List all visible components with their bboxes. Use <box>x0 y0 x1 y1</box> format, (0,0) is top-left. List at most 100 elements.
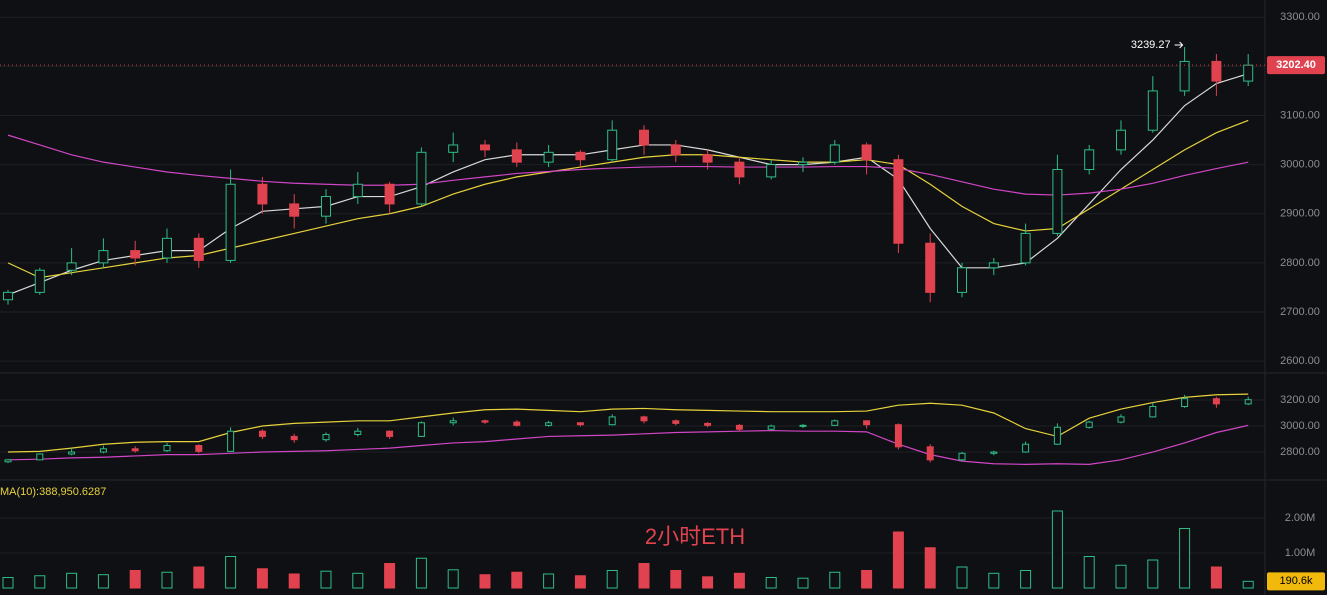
y-tick-label: 2800.00 <box>1280 257 1320 269</box>
volume-bar <box>256 568 268 589</box>
candle-body <box>702 154 713 163</box>
last-volume-box <box>1267 572 1325 591</box>
volume-bar <box>733 572 745 589</box>
volume-bar <box>797 577 809 589</box>
candle-body <box>767 425 775 430</box>
y-tick-label: 3000.00 <box>1280 159 1320 171</box>
candle-body <box>1116 129 1126 151</box>
volume-bar <box>829 571 841 589</box>
volume-bar <box>861 570 873 589</box>
volume-bar <box>543 573 555 589</box>
candle-body <box>258 430 266 437</box>
candle-body <box>1053 426 1061 445</box>
ma-line <box>7 393 1249 453</box>
candle-body <box>735 424 743 430</box>
volume-bar <box>892 531 904 589</box>
candle-body <box>162 237 172 259</box>
candle-body <box>829 144 840 163</box>
volume-bar <box>129 570 141 589</box>
volume-bar <box>1051 510 1063 589</box>
candle-body <box>704 422 712 426</box>
volume-bar <box>1210 566 1222 589</box>
y-tick-label: 2.00M <box>1285 512 1316 524</box>
high-arrow <box>1174 41 1184 49</box>
candle-body <box>130 250 141 259</box>
y-tick-label: 3200.00 <box>1280 394 1320 406</box>
candle-body <box>1149 405 1157 418</box>
candle-body <box>766 164 777 178</box>
candle-body <box>670 144 681 156</box>
candle-body <box>799 424 807 427</box>
candle-body <box>1117 416 1125 423</box>
candle-body <box>1020 232 1031 264</box>
candle-body <box>225 183 236 261</box>
candle-body <box>99 448 107 453</box>
y-tick-label: 3100.00 <box>1280 109 1320 121</box>
candle-body <box>958 452 966 461</box>
y-tick-label: 2600.00 <box>1280 355 1320 367</box>
ma-label: MA(10):388,950.6287 <box>0 486 106 498</box>
candle-body <box>4 459 12 463</box>
candle-body <box>290 435 298 441</box>
candle-body <box>195 445 203 452</box>
candle-body <box>352 183 363 198</box>
last-volume-label: 190.6k <box>1279 575 1313 587</box>
y-tick-label: 3000.00 <box>1280 420 1320 432</box>
candle-body <box>1084 149 1095 171</box>
candle-body <box>513 421 521 426</box>
candle-body <box>481 420 489 423</box>
volume-bar <box>924 547 936 589</box>
candle-body <box>863 420 871 426</box>
watermark-title: 2小时ETH <box>645 524 745 549</box>
volume-bar <box>34 575 46 589</box>
candle-body <box>607 129 618 161</box>
volume-bar <box>66 572 78 589</box>
candle-body <box>1181 398 1189 407</box>
candle-body <box>575 151 586 161</box>
candle-body <box>831 420 839 426</box>
volume-bar <box>384 563 396 589</box>
candle-body <box>384 183 395 205</box>
candle-body <box>163 445 171 452</box>
y-tick-label: 1.00M <box>1285 547 1316 559</box>
candle-body <box>1243 64 1254 82</box>
candle-body <box>1022 443 1030 453</box>
candle-body <box>3 291 13 301</box>
candle-body <box>639 129 649 146</box>
candle-body <box>545 422 553 426</box>
candle-body <box>36 453 44 461</box>
volume-bar <box>638 563 650 589</box>
candle-body <box>193 237 204 261</box>
candle-body <box>1211 60 1222 82</box>
candle-body <box>511 149 522 163</box>
candle-body <box>448 144 459 153</box>
ma-line <box>7 424 1249 465</box>
ma-line <box>7 119 1249 279</box>
volume-bar <box>2 577 14 589</box>
volume-bar <box>765 577 777 589</box>
candle-body <box>66 262 77 271</box>
last-price-label: 3202.40 <box>1276 59 1316 71</box>
ma-line <box>7 134 1249 196</box>
volume-bar <box>161 571 173 589</box>
y-tick-label: 2900.00 <box>1280 208 1320 220</box>
volume-bar <box>956 566 968 589</box>
candle-body <box>1052 169 1063 234</box>
candle-body <box>1212 398 1220 405</box>
candle-body <box>734 161 745 178</box>
candle-body <box>1147 90 1158 131</box>
volume-bar <box>670 570 682 589</box>
volume-bar <box>702 576 714 589</box>
candle-body <box>354 430 362 435</box>
candle-body <box>543 151 554 163</box>
candle-body <box>417 422 425 437</box>
volume-bar <box>988 572 1000 589</box>
volume-bar <box>574 575 586 589</box>
volume-bar <box>606 570 618 589</box>
candle-body <box>257 183 268 205</box>
candle-body <box>98 250 109 264</box>
candle-body <box>608 416 616 426</box>
candle-body <box>322 433 330 441</box>
candle-body <box>386 430 394 437</box>
